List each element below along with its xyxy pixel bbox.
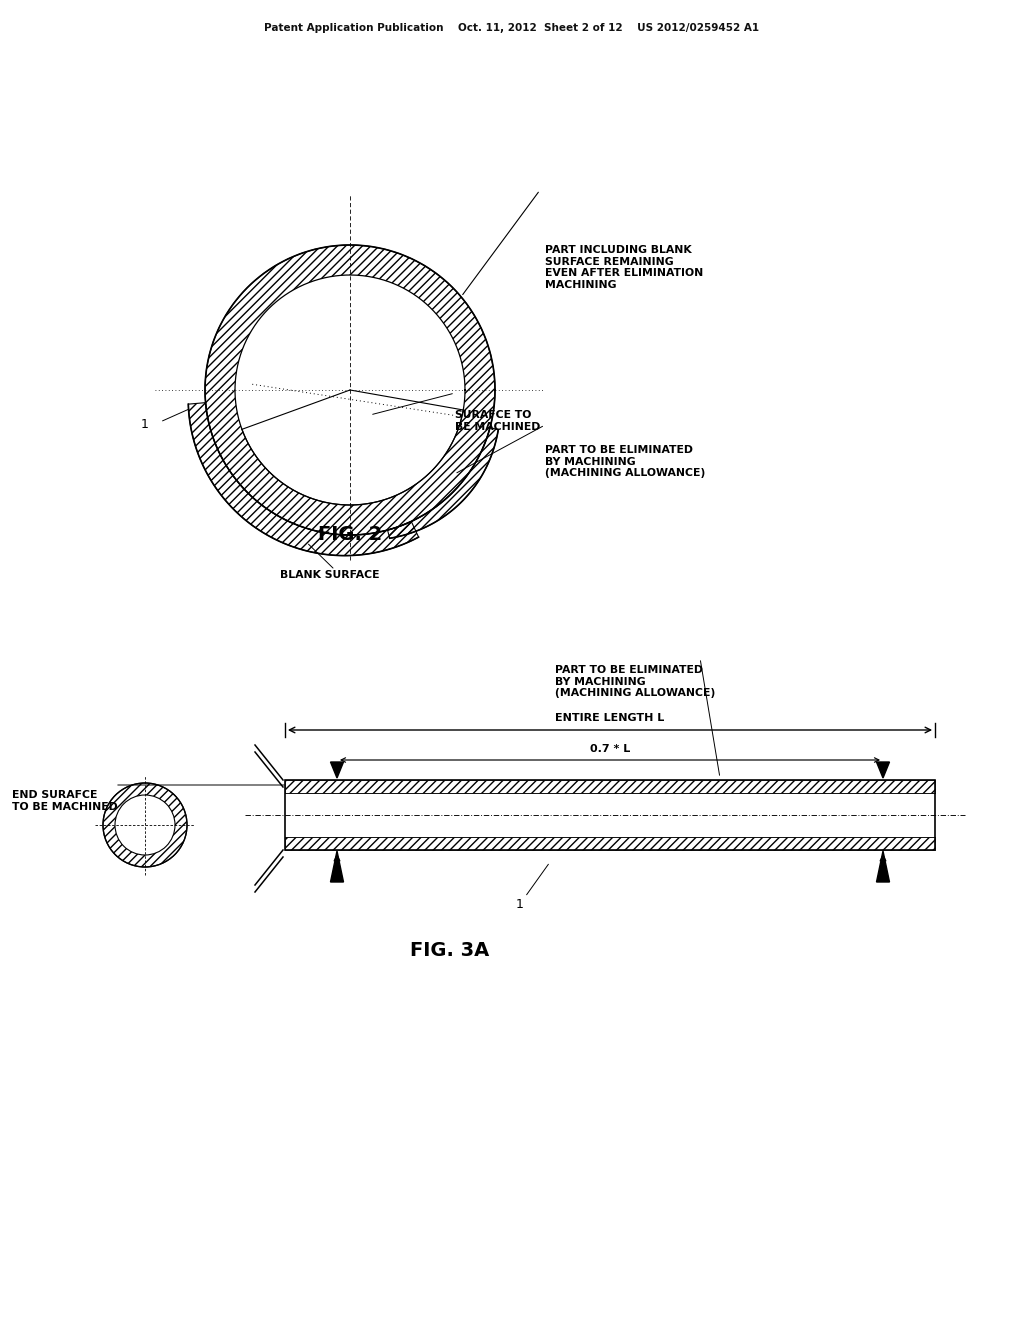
Text: 1: 1 [141, 418, 148, 432]
Text: PART TO BE ELIMINATED
BY MACHINING
(MACHINING ALLOWANCE): PART TO BE ELIMINATED BY MACHINING (MACH… [545, 445, 706, 478]
Polygon shape [331, 851, 343, 882]
Circle shape [115, 795, 175, 855]
Bar [285, 837, 935, 850]
Text: PART TO BE ELIMINATED
BY MACHINING
(MACHINING ALLOWANCE): PART TO BE ELIMINATED BY MACHINING (MACH… [555, 665, 715, 698]
Text: 1: 1 [516, 899, 524, 912]
Text: FIG. 3A: FIG. 3A [411, 940, 489, 960]
Text: BLANK SURFACE: BLANK SURFACE [281, 570, 380, 579]
Polygon shape [877, 762, 890, 777]
Text: PART INCLUDING BLANK
SURFACE REMAINING
EVEN AFTER ELIMINATION
MACHINING: PART INCLUDING BLANK SURFACE REMAINING E… [545, 246, 703, 290]
Polygon shape [877, 851, 890, 882]
Bar [285, 780, 935, 793]
Polygon shape [331, 762, 343, 777]
Bar [285, 780, 935, 850]
Text: FIG. 2: FIG. 2 [317, 525, 382, 544]
Text: ENTIRE LENGTH L: ENTIRE LENGTH L [555, 713, 665, 723]
Text: Patent Application Publication    Oct. 11, 2012  Sheet 2 of 12    US 2012/025945: Patent Application Publication Oct. 11, … [264, 22, 760, 33]
Text: END SURAFCE
TO BE MACHINED: END SURAFCE TO BE MACHINED [12, 789, 118, 812]
Text: SURAFCE TO
BE MACHINED: SURAFCE TO BE MACHINED [455, 411, 541, 432]
Circle shape [234, 275, 465, 506]
Text: 0.7 * L: 0.7 * L [590, 744, 630, 754]
